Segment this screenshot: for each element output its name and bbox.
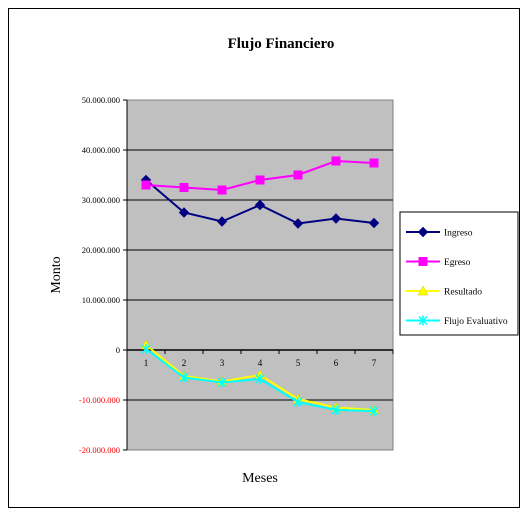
y-tick-label: 40.000.000 — [82, 145, 120, 155]
data-point-ingreso — [254, 199, 266, 211]
data-point-flujo-evaluativo — [179, 372, 189, 383]
y-tick-label: 20.000.000 — [82, 245, 120, 255]
x-tick-label: 7 — [372, 358, 377, 368]
data-point-ingreso — [368, 217, 380, 229]
legend-marker — [418, 315, 428, 326]
x-tick-label: 3 — [220, 358, 225, 368]
x-tick-label: 5 — [296, 358, 301, 368]
data-point-egreso — [293, 170, 303, 180]
data-point-flujo-evaluativo — [141, 344, 151, 354]
y-axis-ticks: 50.000.000 40.000.000 30.000.000 20.000.000… — [79, 95, 128, 455]
legend-label: Resultado — [444, 288, 482, 298]
x-tick-label: 6 — [334, 358, 339, 368]
x-axis: 1 2 3 4 5 6 7 — [126, 349, 394, 368]
legend-item-egreso: Egreso — [406, 257, 471, 268]
data-point-egreso — [141, 180, 151, 190]
legend-item-resultado: Resultado — [406, 285, 482, 298]
series-egreso — [141, 156, 379, 195]
data-point-flujo-evaluativo — [217, 377, 227, 388]
y-tick-label: 30.000.000 — [82, 195, 120, 205]
data-point-egreso — [179, 183, 189, 192]
legend: Ingreso Egreso Resultado Flujo Evaluativo — [399, 211, 519, 336]
y-axis-label: Monto — [49, 256, 64, 293]
series-ingreso — [140, 174, 380, 229]
data-point-ingreso — [330, 213, 342, 224]
data-point-egreso — [331, 156, 341, 166]
x-tick-label: 1 — [144, 358, 149, 368]
legend-label: Flujo Evaluativo — [444, 317, 508, 327]
legend-marker — [418, 257, 428, 266]
y-tick-label: -20.000.000 — [79, 445, 120, 455]
data-point-egreso — [369, 158, 379, 168]
data-point-ingreso — [292, 218, 304, 229]
legend-marker — [417, 226, 429, 238]
chart-title: Flujo Financiero — [228, 36, 335, 52]
y-tick-label: 50.000.000 — [82, 95, 120, 105]
series-layer — [140, 156, 380, 416]
y-tick-label: -10.000.000 — [79, 395, 120, 405]
data-point-flujo-evaluativo — [369, 406, 379, 416]
legend-item-ingreso: Ingreso — [406, 226, 473, 239]
data-point-flujo-evaluativo — [255, 374, 265, 384]
data-point-ingreso — [178, 207, 190, 218]
x-tick-label: 2 — [182, 358, 187, 368]
plot-area — [126, 99, 394, 451]
legend-marker — [417, 285, 429, 296]
legend-label: Ingreso — [444, 229, 473, 239]
data-point-flujo-evaluativo — [331, 405, 341, 415]
series-flujo-evaluativo — [141, 344, 379, 416]
y-tick-label: 10.000.000 — [82, 295, 120, 305]
x-tick-label: 4 — [258, 358, 263, 368]
legend-label: Egreso — [444, 258, 471, 268]
data-point-egreso — [255, 175, 265, 185]
x-axis-label: Meses — [242, 471, 278, 486]
data-point-flujo-evaluativo — [293, 397, 303, 407]
y-tick-label: 0 — [116, 345, 120, 355]
data-point-ingreso — [216, 216, 228, 227]
data-point-egreso — [217, 185, 227, 195]
legend-item-flujo-evaluativo: Flujo Evaluativo — [406, 315, 508, 327]
